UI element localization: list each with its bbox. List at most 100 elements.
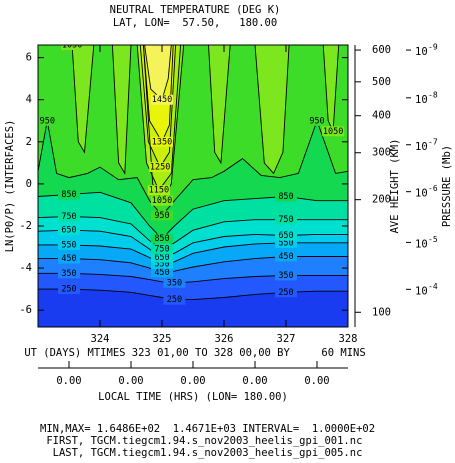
pressure-tick-label: 10	[415, 285, 428, 297]
contour-label-bg	[275, 191, 297, 202]
chart-subtitle: LAT, LON= 57.50, 180.00	[113, 17, 277, 29]
y-tick-label: -4	[19, 262, 32, 274]
contour-label: 1350	[152, 137, 172, 147]
contour-label: 550	[154, 259, 169, 269]
contour-label-bg	[147, 185, 170, 196]
x-tick-label: 327	[277, 333, 296, 345]
contour-label-bg	[151, 94, 173, 105]
contour-label-bg	[275, 214, 297, 225]
height-axis-label: AVE HEIGHT (KM)	[389, 139, 401, 234]
y-tick-label: -6	[19, 304, 32, 316]
pressure-tick-label: 10	[415, 238, 428, 250]
contour-label: 850	[61, 190, 76, 200]
y-tick-label: 0	[26, 178, 32, 190]
contour-label-bg	[58, 189, 80, 200]
y-tick-label: 2	[26, 136, 32, 148]
y-tick-label: 6	[26, 52, 32, 64]
height-tick-label: 100	[372, 306, 391, 318]
local-time-tick-label: 0.00	[118, 375, 143, 387]
contour-label: 950	[154, 211, 169, 221]
contour-label-bg	[306, 115, 328, 126]
contour-label-bg	[149, 162, 172, 173]
contour-label: 1050	[62, 41, 82, 51]
contour-label: 350	[61, 269, 76, 279]
contour-label: 250	[278, 288, 293, 298]
contour-label: 650	[61, 226, 76, 236]
local-time-label: LOCAL TIME (HRS) (LON= 180.00)	[98, 391, 288, 403]
x-tick-label: 325	[153, 333, 172, 345]
contour-label: 1050	[152, 196, 172, 206]
contour-label-bg	[151, 252, 173, 263]
x-tick-label: 328	[339, 333, 358, 345]
contour-label: 250	[167, 295, 182, 305]
contour-label-bg	[151, 258, 173, 269]
contour-label: 950	[40, 116, 55, 126]
contour-label: 850	[154, 234, 169, 244]
local-time-tick-label: 0.00	[180, 375, 205, 387]
chart-title: NEUTRAL TEMPERATURE (DEG K)	[110, 4, 281, 16]
contour-line	[38, 119, 348, 217]
contour-label: 750	[278, 215, 293, 225]
contour-label-bg	[58, 253, 80, 264]
contour-label-bg	[275, 287, 297, 298]
contour-label-bg	[163, 294, 186, 305]
x-axis-label: UT (DAYS) MTIMES 323 01,00 TO 328 00,00 …	[24, 347, 365, 359]
x-tick-label: 326	[215, 333, 234, 345]
pressure-tick-label: 10	[415, 94, 428, 106]
pressure-tick-exponent: -5	[428, 235, 438, 244]
contour-fill	[38, 45, 348, 201]
contour-label: 250	[61, 285, 76, 295]
footer-line: LAST, TGCM.tiegcm1.94.s_nov2003_heelis_g…	[40, 447, 362, 459]
plot-frame	[37, 44, 349, 328]
pressure-tick-exponent: -7	[428, 137, 438, 146]
height-tick-label: 300	[372, 147, 391, 159]
contour-label-bg	[275, 230, 297, 241]
contour-label: 450	[154, 268, 169, 278]
footer-line: MIN,MAX= 1.6486E+02 1.4671E+03 INTERVAL=…	[40, 423, 375, 435]
contour-label-bg	[58, 225, 80, 236]
contour-label: 650	[154, 253, 169, 263]
contour-label-bg	[275, 270, 297, 281]
height-tick-label: 400	[372, 110, 391, 122]
contour-label-bg	[151, 233, 173, 244]
contour-label: 450	[278, 252, 293, 262]
contour-label: 1250	[150, 163, 170, 173]
contour-label: 350	[167, 278, 182, 288]
contour-label: 650	[278, 231, 293, 241]
footer-line: FIRST, TGCM.tiegcm1.94.s_nov2003_heelis_…	[40, 435, 362, 447]
pressure-axis-label: PRESSURE (Mb)	[441, 145, 453, 227]
contour-label-bg	[151, 244, 173, 255]
contour-label-bg	[58, 268, 80, 279]
local-time-tick-label: 0.00	[304, 375, 329, 387]
y-tick-label: -2	[19, 220, 32, 232]
height-tick-label: 500	[372, 76, 391, 88]
contour-label: 1150	[149, 186, 169, 196]
pressure-tick-exponent: -6	[428, 184, 438, 193]
contour-label: 350	[278, 271, 293, 281]
height-tick-label: 200	[372, 194, 391, 206]
contour-label-bg	[151, 210, 173, 221]
contour-label-bg	[58, 211, 80, 222]
y-tick-label: 4	[26, 94, 32, 106]
contour-label: 550	[278, 238, 293, 248]
contour-label-bg	[38, 115, 59, 126]
contour-label: 550	[61, 240, 76, 250]
contour-label: 850	[278, 192, 293, 202]
height-tick-label: 600	[372, 44, 391, 56]
contour-label-bg	[61, 45, 84, 50]
contour-label: 750	[61, 212, 76, 222]
contour-label: 1450	[152, 95, 172, 105]
pressure-tick-label: 10	[415, 46, 428, 58]
contour-label-bg	[275, 251, 297, 262]
contour-label: 450	[61, 254, 76, 264]
contour-label-bg	[151, 267, 173, 278]
pressure-tick-label: 10	[415, 141, 428, 153]
contour-label-bg	[275, 237, 297, 248]
contour-label-bg	[151, 195, 173, 206]
pressure-tick-exponent: -4	[428, 282, 438, 291]
contour-label-bg	[58, 239, 80, 250]
contour-label-bg	[322, 126, 345, 137]
local-time-tick-label: 0.00	[242, 375, 267, 387]
